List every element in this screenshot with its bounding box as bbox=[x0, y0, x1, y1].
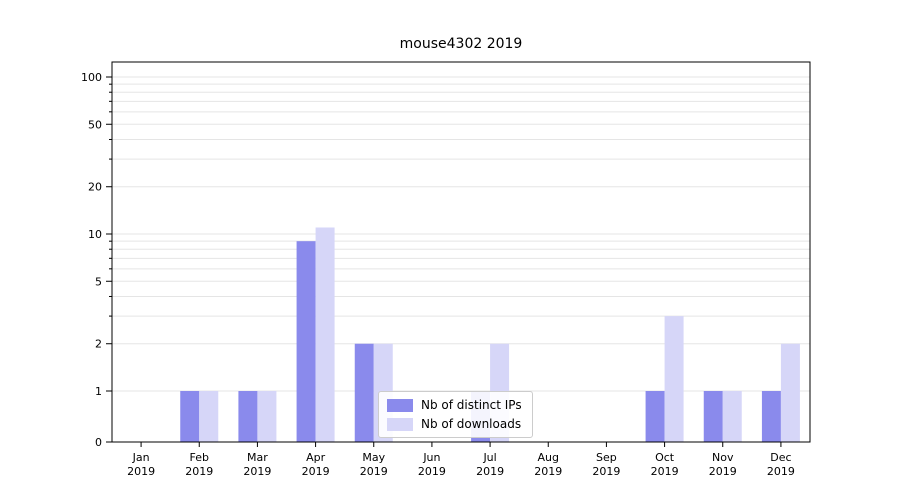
bar bbox=[761, 391, 781, 442]
bar bbox=[296, 241, 316, 442]
chart-title: mouse4302 2019 bbox=[399, 36, 523, 52]
y-tick-label: 20 bbox=[88, 181, 102, 194]
bar bbox=[199, 391, 219, 442]
bar bbox=[645, 391, 665, 442]
x-tick-label-month: Jul bbox=[482, 451, 496, 464]
bar bbox=[703, 391, 723, 442]
x-tick-label-year: 2019 bbox=[709, 465, 737, 478]
x-tick-label-year: 2019 bbox=[302, 465, 330, 478]
x-tick-label-month: Sep bbox=[596, 451, 617, 464]
x-tick-label-year: 2019 bbox=[476, 465, 504, 478]
x-tick-label-month: Nov bbox=[712, 451, 734, 464]
x-tick-label-month: Apr bbox=[306, 451, 326, 464]
y-tick-label: 10 bbox=[88, 228, 102, 241]
legend-item-distinct-ips: Nb of distinct IPs bbox=[387, 398, 522, 412]
legend-swatch-distinct-ips bbox=[387, 398, 413, 412]
y-tick-label: 100 bbox=[81, 71, 102, 84]
y-tick-label: 50 bbox=[88, 118, 102, 131]
y-tick-label: 0 bbox=[95, 436, 102, 449]
bar bbox=[180, 391, 200, 442]
x-tick-label-month: Jun bbox=[422, 451, 440, 464]
x-tick-label-month: Feb bbox=[190, 451, 209, 464]
x-tick-label-month: Jan bbox=[132, 451, 150, 464]
x-tick-label-year: 2019 bbox=[534, 465, 562, 478]
x-tick-label-year: 2019 bbox=[127, 465, 155, 478]
plot-border bbox=[111, 61, 811, 443]
x-tick-label-year: 2019 bbox=[243, 465, 271, 478]
x-tick-label-month: Mar bbox=[247, 451, 268, 464]
x-tick-label-year: 2019 bbox=[185, 465, 213, 478]
bar bbox=[780, 343, 800, 442]
x-tick-label-year: 2019 bbox=[767, 465, 795, 478]
bar bbox=[315, 227, 335, 442]
x-tick-label-month: Oct bbox=[655, 451, 675, 464]
y-tick-label: 1 bbox=[95, 385, 102, 398]
bar bbox=[257, 391, 277, 442]
legend-item-downloads: Nb of downloads bbox=[387, 417, 522, 431]
legend: Nb of distinct IPs Nb of downloads bbox=[378, 391, 533, 438]
x-tick-label-year: 2019 bbox=[651, 465, 679, 478]
x-tick-label-year: 2019 bbox=[592, 465, 620, 478]
bar bbox=[722, 391, 742, 442]
x-tick-label-year: 2019 bbox=[360, 465, 388, 478]
legend-swatch-downloads bbox=[387, 417, 413, 431]
legend-label-downloads: Nb of downloads bbox=[421, 417, 522, 431]
x-tick-label-month: May bbox=[362, 451, 385, 464]
y-tick-label: 5 bbox=[95, 275, 102, 288]
bar bbox=[238, 391, 258, 442]
bar bbox=[664, 316, 684, 442]
x-tick-label-year: 2019 bbox=[418, 465, 446, 478]
legend-label-distinct-ips: Nb of distinct IPs bbox=[421, 398, 522, 412]
y-tick-label: 2 bbox=[95, 338, 102, 351]
bar bbox=[354, 343, 374, 442]
x-tick-label-month: Dec bbox=[770, 451, 791, 464]
x-tick-label-month: Aug bbox=[538, 451, 559, 464]
